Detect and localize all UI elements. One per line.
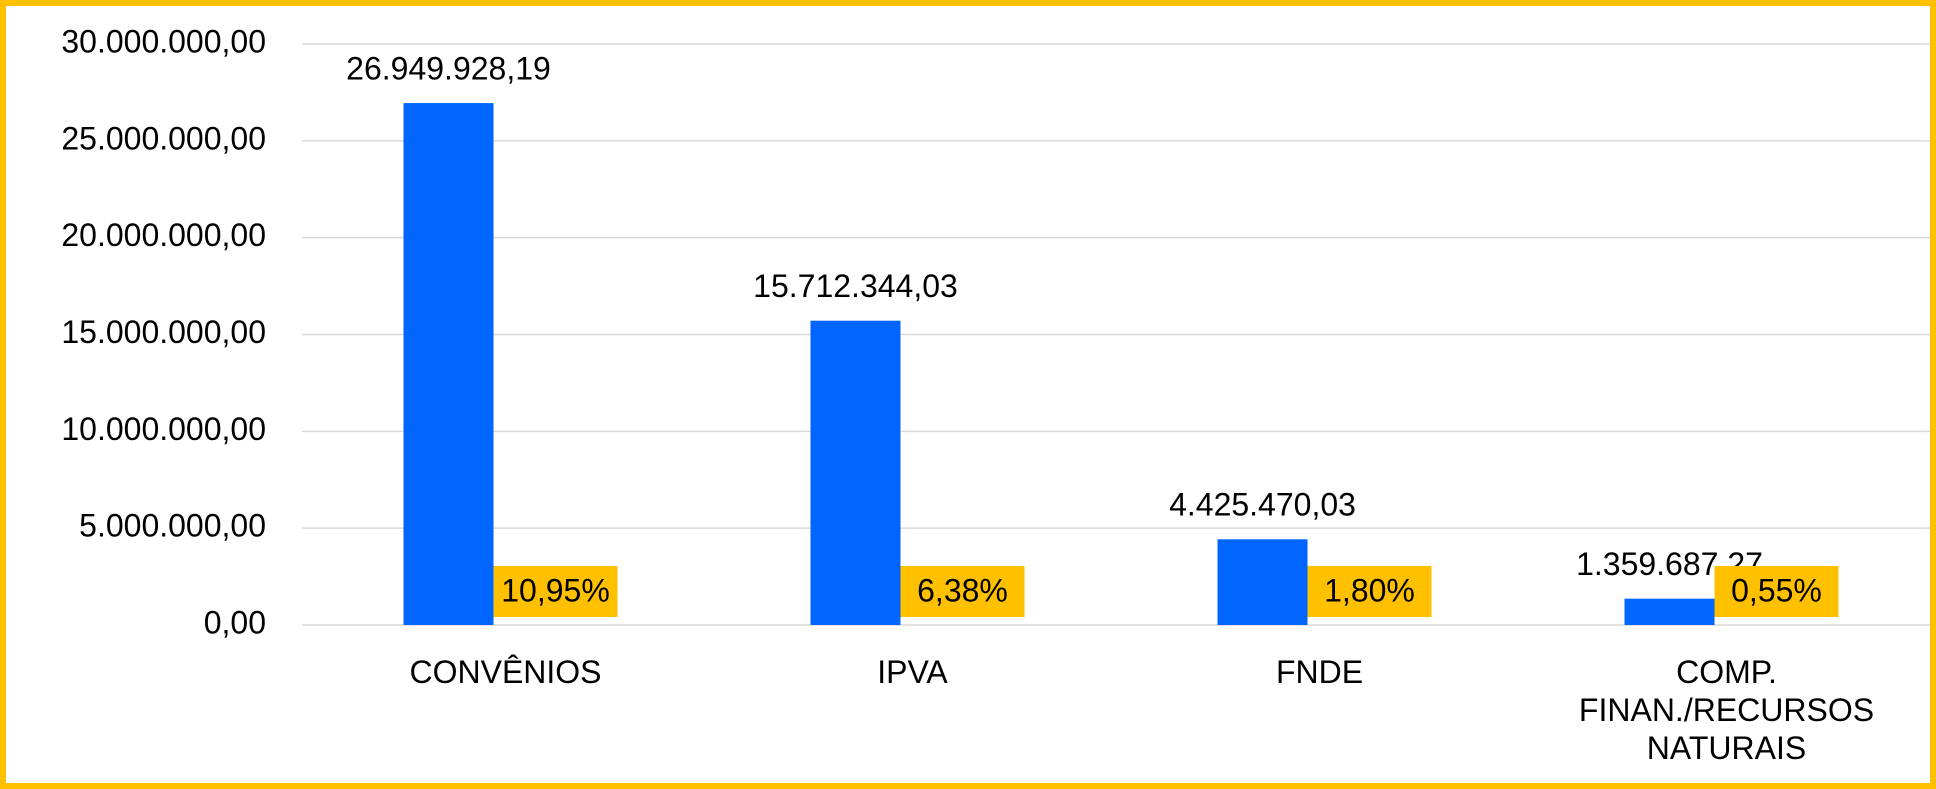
y-tick-label: 10.000.000,00: [61, 411, 266, 447]
bar: [810, 320, 901, 625]
bar: [1624, 598, 1715, 625]
annotation: 1,80%: [1324, 572, 1415, 608]
x-tick-label: FNDE: [1275, 654, 1364, 690]
bar: [403, 103, 494, 626]
value-label: 15.712.344,03: [753, 268, 958, 304]
annotation-box: [1714, 566, 1839, 617]
value-label: 26.949.928,19: [346, 51, 551, 87]
x-tick-label: COMP. FINAN./RECURSOS NATURAIS: [1578, 654, 1875, 766]
chart: 0,00 5.000.000,00 10.000.000,00 15.000.000,…: [61, 23, 1930, 640]
annotation: 0,55%: [1731, 572, 1822, 608]
y-tick-label: 5.000.000,00: [79, 508, 266, 544]
bar: [1217, 539, 1308, 625]
x-tick-label: CONVÊNIOS: [409, 654, 602, 690]
annotation-box: [900, 566, 1025, 617]
value-label: 4.425.470,03: [1169, 487, 1356, 523]
y-tick-label: 15.000.000,00: [61, 314, 266, 350]
x-tick-label: IPVA: [877, 654, 948, 690]
y-tick-label: 20.000.000,00: [61, 217, 266, 253]
annotation-box: [493, 566, 618, 617]
y-tick-label: 0,00: [204, 604, 266, 640]
y-tick-label: 25.000.000,00: [61, 120, 266, 156]
annotation-box: [1307, 566, 1432, 617]
annotation: 10,95%: [501, 572, 610, 608]
annotation: 6,38%: [917, 572, 1008, 608]
y-tick-label: 30.000.000,00: [61, 23, 266, 59]
